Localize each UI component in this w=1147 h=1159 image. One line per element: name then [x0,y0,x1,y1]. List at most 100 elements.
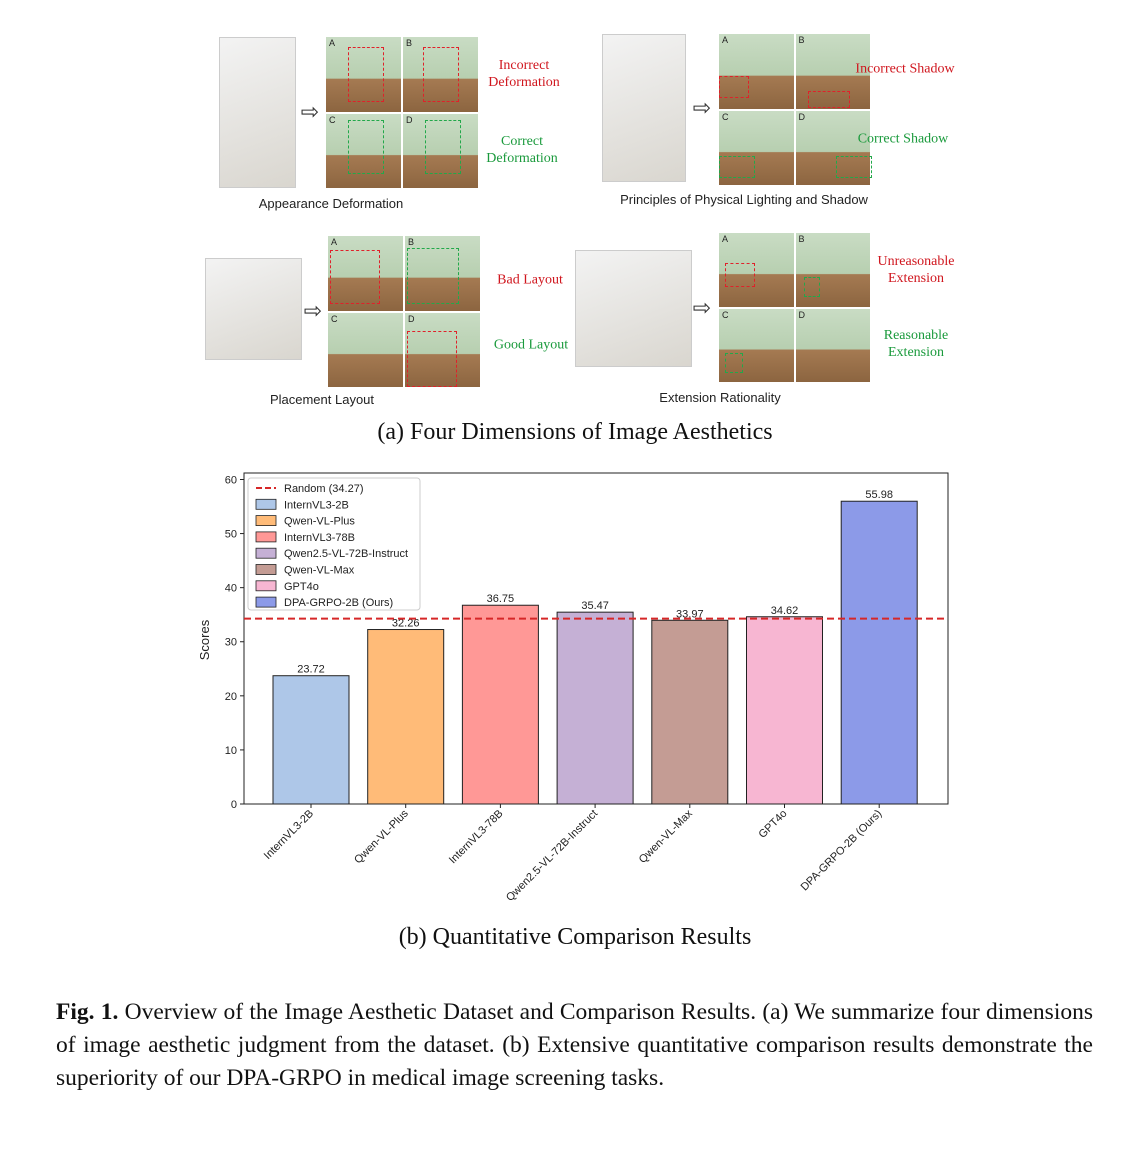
y-tick-label: 30 [225,637,237,649]
legend-label: Random (34.27) [284,483,364,495]
panel-letter: B [798,35,805,45]
legend-swatch [255,531,277,543]
dashed-box [807,91,850,108]
product-image [205,258,302,360]
panel-letter: D [408,313,415,324]
dimension-title: Extension Rationality [659,390,781,405]
panel-letter: B [408,237,415,247]
caption-label: Fig. 1. [56,999,119,1025]
dashed-box [803,277,820,297]
dashed-box [835,155,872,178]
dimension-title: Principles of Physical Lighting and Shad… [620,192,868,207]
dimension-title: Appearance Deformation [258,196,404,211]
panel-letter: A [722,35,729,45]
image-grid: A B C D [328,236,480,387]
image-cell: A [328,236,403,311]
image-cell: D [795,308,870,382]
image-cell: D [405,312,480,387]
y-tick-label: 10 [225,745,237,757]
panel-letter: D [798,309,806,320]
arrow: ⇨ [303,298,323,323]
bar [461,604,539,805]
legend-label: InternVL3-2B [284,499,349,511]
caption-a: (a) Four Dimensions of Image Aesthetics [377,419,773,445]
image-cell: B [795,34,870,109]
image-cell: A [326,37,401,112]
product-image [575,250,692,367]
legend-label: DPA-GRPO-2B (Ours) [284,597,393,609]
dashed-box [407,330,457,387]
dashed-box [407,248,459,304]
legend-label: GPT4o [284,581,319,593]
x-tick-label: InternVL3-2B [262,808,316,862]
bad-label: Unreasonable Extension [877,254,955,286]
dashed-box [725,263,755,287]
image-cell: C [326,113,401,188]
dashed-box [348,119,384,174]
legend-label: Qwen2.5-VL-72B-Instruct [284,548,408,560]
panel-letter: C [722,111,729,122]
x-tick-label: InternVL3-78B [447,808,506,867]
legend-swatch [255,580,277,592]
value-label: 23.72 [297,664,325,676]
bad-label: Incorrect Shadow [855,61,955,77]
y-tick-label: 60 [225,474,237,486]
bar [746,616,823,805]
plot-frame [243,472,949,805]
caption-text: Overview of the Image Aesthetic Dataset … [56,999,1093,1091]
good-label: Correct Deformation [486,134,558,166]
image-cell: D [403,113,478,188]
x-tick-label: Qwen-VL-Max [637,807,696,866]
dashed-box [425,119,461,174]
image-grid: A B C D [719,233,870,382]
x-tick-label: DPA-GRPO-2B (Ours) [799,808,885,894]
panel-letter: C [329,114,336,125]
x-tick-label: GPT4o [756,808,789,841]
value-label: 34.62 [771,605,799,617]
y-tick-label: 40 [225,583,237,595]
dashed-box [719,76,749,98]
bar [556,611,634,805]
dashed-box [423,47,459,102]
y-axis-label: Scores [197,619,212,660]
y-tick-label: 50 [225,529,237,541]
figure-caption: Fig. 1. Overview of the Image Aesthetic … [56,996,1093,1095]
good-label: Good Layout [493,337,569,353]
panel-letter: A [329,38,336,48]
image-cell: A [719,233,794,307]
panel-letter: D [798,111,806,122]
dashed-box [719,155,755,178]
bar [840,500,918,805]
bad-label: Bad Layout [497,272,563,288]
image-cell: B [795,233,870,307]
dashed-box [330,250,380,304]
bad-label: Incorrect Deformation [488,58,560,90]
value-label: 35.47 [581,600,609,612]
image-grid: A B C D [326,37,478,188]
legend-label: Qwen-VL-Max [284,565,355,577]
image-cell: C [719,110,794,185]
panel-letter: D [406,114,413,125]
value-label: 36.75 [487,593,515,605]
legend-label: Qwen-VL-Plus [284,516,355,528]
value-label: 32.26 [392,618,420,630]
legend-swatch [255,596,277,608]
image-cell: C [719,308,794,382]
image-grid: A B C D [719,34,872,185]
dimension-title: Placement Layout [269,392,375,407]
legend-swatch [255,515,277,526]
panel-letter: C [331,313,338,324]
x-tick-label: Qwen-VL-Plus [352,807,411,866]
good-label: Reasonable Extension [883,328,949,360]
arrow: ⇨ [692,295,712,320]
image-cell: B [403,37,478,112]
product-image [219,37,296,188]
bar [651,619,729,805]
bar [367,629,445,805]
panel-letter: C [722,309,729,320]
image-cell: D [795,110,872,185]
legend-swatch [255,547,277,559]
panel-letter: A [722,234,729,244]
arrow: ⇨ [692,95,712,120]
